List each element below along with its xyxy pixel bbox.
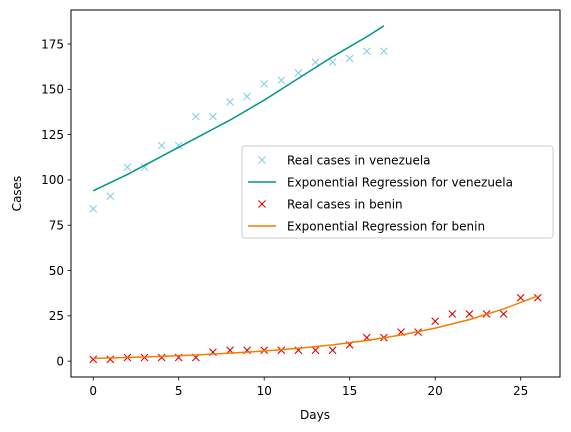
series-layer	[89, 25, 542, 364]
x-tick-label: 0	[89, 384, 97, 398]
x-tick-label: 10	[257, 384, 272, 398]
data-point	[533, 293, 542, 302]
data-point	[260, 79, 269, 88]
legend-label: Exponential Regression for venezuela	[287, 175, 513, 189]
data-point	[157, 141, 166, 150]
data-point	[516, 293, 525, 302]
data-point	[226, 98, 234, 106]
data-point	[123, 163, 132, 172]
series-3-line	[93, 295, 539, 360]
y-tick-label: 175	[41, 37, 64, 51]
data-point	[362, 47, 371, 56]
data-point	[380, 47, 388, 56]
data-point	[328, 346, 337, 355]
legend-label: Exponential Regression for benin	[287, 219, 485, 233]
data-point	[243, 92, 251, 101]
x-tick-label: 25	[513, 384, 528, 398]
y-tick-label: 150	[41, 83, 64, 97]
y-tick-label: 75	[49, 219, 64, 233]
data-point	[465, 310, 474, 318]
data-point	[89, 205, 98, 213]
x-tick-label: 15	[342, 384, 357, 398]
y-tick-label: 50	[49, 264, 64, 278]
data-point	[191, 112, 200, 121]
data-point	[499, 310, 508, 318]
y-axis-title: Cases	[10, 176, 24, 212]
y-tick-label: 125	[41, 128, 64, 142]
legend-label: Real cases in benin	[287, 197, 403, 211]
legend-marker-handle	[258, 200, 266, 208]
legend-label: Real cases in venezuela	[287, 153, 431, 167]
data-point	[448, 310, 457, 318]
data-point	[157, 353, 166, 362]
x-axis-title: Days	[300, 408, 330, 422]
series-0-points	[89, 47, 388, 213]
x-axis: 0 5 10 15 20 25	[89, 377, 528, 398]
data-point	[345, 54, 354, 63]
data-point	[89, 355, 98, 364]
data-point	[311, 58, 320, 66]
y-tick-label: 0	[56, 354, 64, 368]
y-axis: 0 25 50 75 100 125 150 175	[41, 37, 71, 368]
y-tick-label: 25	[49, 309, 64, 323]
legend-box	[241, 145, 554, 239]
y-tick-label: 100	[41, 173, 64, 187]
data-point	[209, 112, 217, 121]
series-1-line	[92, 25, 385, 192]
x-tick-label: 20	[428, 384, 443, 398]
data-point	[294, 69, 303, 77]
data-point	[431, 317, 440, 326]
legend: Real cases in venezuela Exponential Regre…	[241, 145, 554, 239]
data-point	[311, 346, 320, 355]
x-tick-label: 5	[175, 384, 183, 398]
data-point	[277, 76, 286, 85]
data-point	[106, 192, 115, 201]
data-point	[106, 355, 115, 364]
data-point	[328, 58, 337, 66]
legend-marker-handle	[258, 156, 266, 164]
